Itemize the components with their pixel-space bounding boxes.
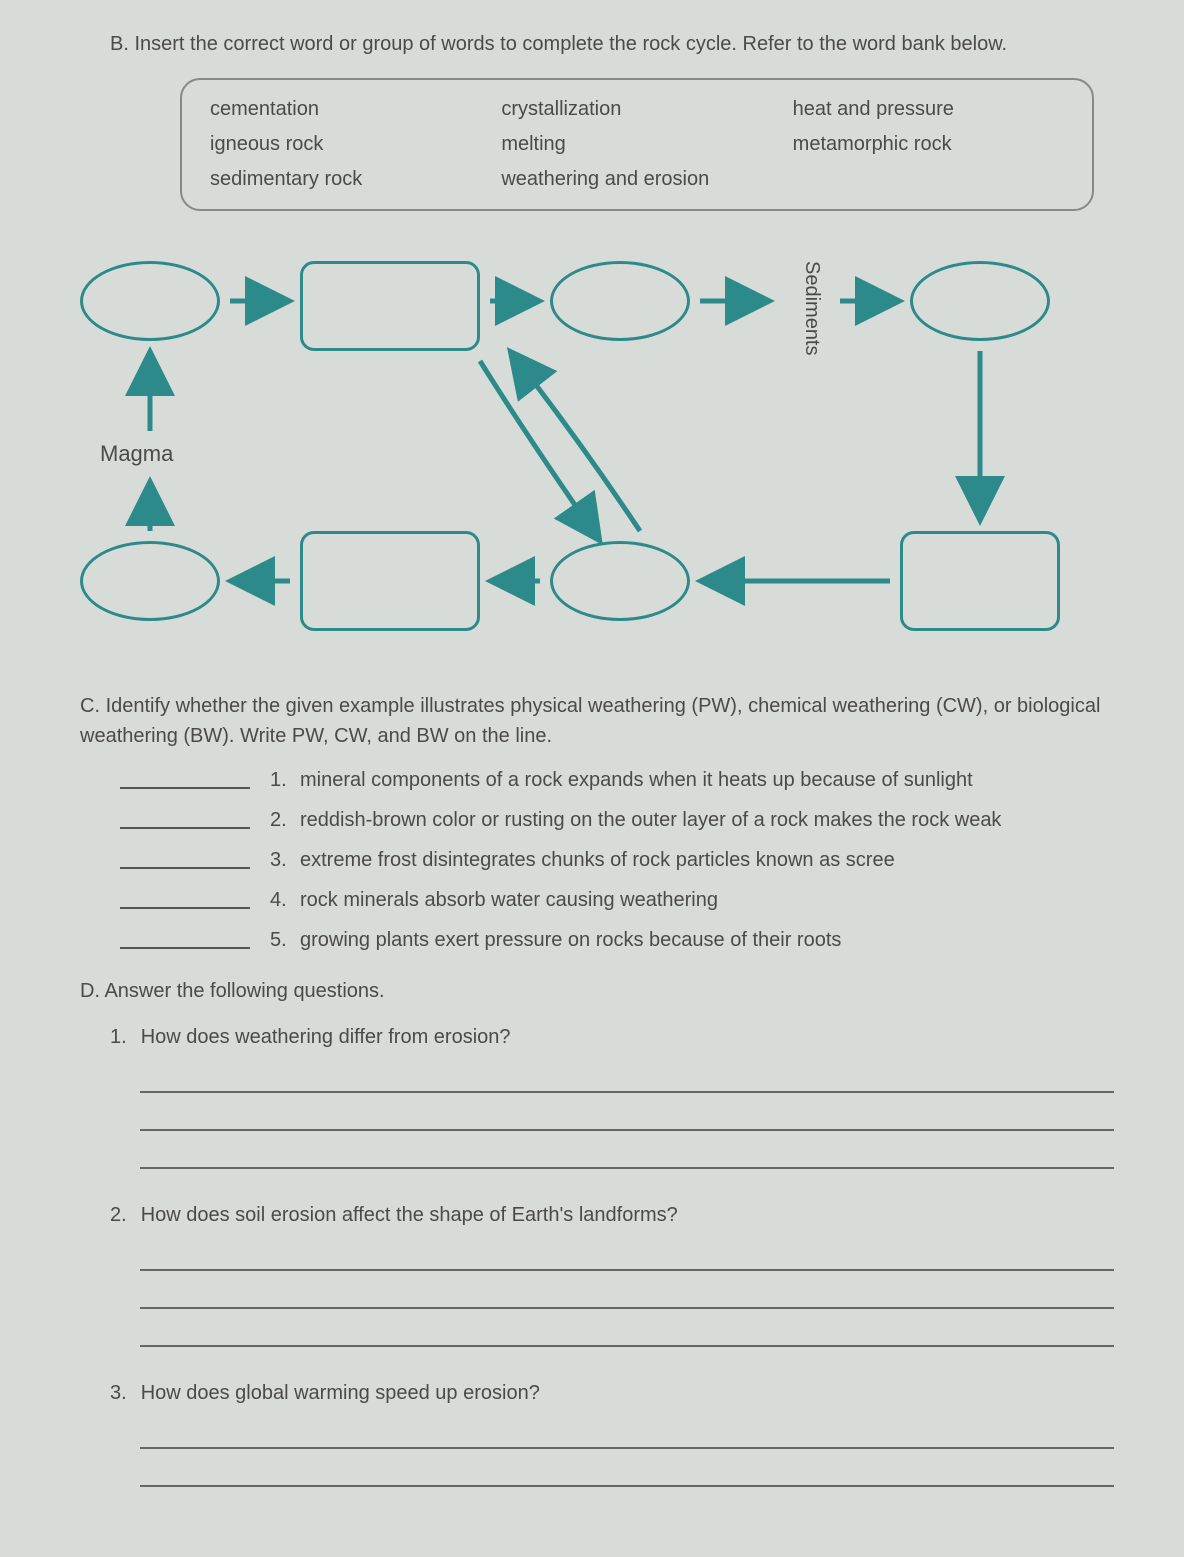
answer-blank[interactable] bbox=[120, 925, 250, 949]
word-bank-item: cementation bbox=[210, 98, 481, 121]
word-bank-item: sedimentary rock bbox=[210, 168, 481, 191]
section-c: C. Identify whether the given example il… bbox=[80, 691, 1134, 955]
item-number: 2. bbox=[270, 805, 300, 835]
answer-line[interactable] bbox=[140, 1065, 1114, 1093]
answer-line[interactable] bbox=[140, 1103, 1114, 1131]
diagram-oval bbox=[910, 261, 1050, 341]
question-number: 2. bbox=[110, 1199, 127, 1231]
diagram-oval bbox=[550, 541, 690, 621]
word-bank-item: metamorphic rock bbox=[793, 133, 1064, 156]
diagram-oval bbox=[550, 261, 690, 341]
section-d: D. Answer the following questions. 1. Ho… bbox=[80, 975, 1134, 1487]
item-number: 1. bbox=[270, 765, 300, 795]
diagram-rect bbox=[300, 261, 480, 351]
answer-line[interactable] bbox=[140, 1243, 1114, 1271]
answer-blank[interactable] bbox=[120, 845, 250, 869]
diagram-rect bbox=[300, 531, 480, 631]
section-b-intro: B. Insert the correct word or group of w… bbox=[80, 30, 1134, 58]
question-block: 3. How does global warming speed up eros… bbox=[80, 1377, 1134, 1487]
word-bank: cementation crystallization heat and pre… bbox=[180, 78, 1094, 211]
question-text: How does weathering differ from erosion? bbox=[141, 1021, 511, 1053]
list-item: 2. reddish-brown color or rusting on the… bbox=[80, 805, 1134, 835]
question-number: 3. bbox=[110, 1377, 127, 1409]
answer-line[interactable] bbox=[140, 1281, 1114, 1309]
list-item: 3. extreme frost disintegrates chunks of… bbox=[80, 845, 1134, 875]
word-bank-item: melting bbox=[501, 133, 772, 156]
diagram-oval bbox=[80, 541, 220, 621]
list-item: 1. mineral components of a rock expands … bbox=[80, 765, 1134, 795]
magma-label: Magma bbox=[100, 441, 173, 467]
diagram-rect bbox=[900, 531, 1060, 631]
question-number: 1. bbox=[110, 1021, 127, 1053]
answer-line[interactable] bbox=[140, 1319, 1114, 1347]
list-item: 4. rock minerals absorb water causing we… bbox=[80, 885, 1134, 915]
word-bank-item: crystallization bbox=[501, 98, 772, 121]
word-bank-item: weathering and erosion bbox=[501, 168, 772, 191]
item-text: growing plants exert pressure on rocks b… bbox=[300, 925, 1134, 955]
section-c-marker: C. bbox=[80, 695, 100, 717]
section-b-marker: B. bbox=[110, 33, 129, 55]
question-block: 2. How does soil erosion affect the shap… bbox=[80, 1199, 1134, 1347]
item-text: mineral components of a rock expands whe… bbox=[300, 765, 1134, 795]
item-number: 4. bbox=[270, 885, 300, 915]
section-b-text: Insert the correct word or group of word… bbox=[134, 33, 1007, 55]
item-number: 3. bbox=[270, 845, 300, 875]
question-text: How does soil erosion affect the shape o… bbox=[141, 1199, 678, 1231]
section-d-heading: Answer the following questions. bbox=[104, 980, 384, 1002]
answer-line[interactable] bbox=[140, 1421, 1114, 1449]
item-number: 5. bbox=[270, 925, 300, 955]
section-d-marker: D. bbox=[80, 980, 100, 1002]
section-c-heading: Identify whether the given example illus… bbox=[80, 695, 1100, 747]
answer-blank[interactable] bbox=[120, 805, 250, 829]
answer-blank[interactable] bbox=[120, 765, 250, 789]
sediments-label: Sediments bbox=[800, 261, 823, 356]
list-item: 5. growing plants exert pressure on rock… bbox=[80, 925, 1134, 955]
answer-line[interactable] bbox=[140, 1141, 1114, 1169]
question-text: How does global warming speed up erosion… bbox=[141, 1377, 540, 1409]
item-text: reddish-brown color or rusting on the ou… bbox=[300, 805, 1134, 835]
diagram-oval bbox=[80, 261, 220, 341]
word-bank-item: heat and pressure bbox=[793, 98, 1064, 121]
word-bank-item: igneous rock bbox=[210, 133, 481, 156]
rock-cycle-diagram: Magma Sediments bbox=[80, 241, 1134, 661]
answer-blank[interactable] bbox=[120, 885, 250, 909]
question-block: 1. How does weathering differ from erosi… bbox=[80, 1021, 1134, 1169]
item-text: extreme frost disintegrates chunks of ro… bbox=[300, 845, 1134, 875]
answer-line[interactable] bbox=[140, 1459, 1114, 1487]
word-bank-item bbox=[793, 168, 1064, 191]
item-text: rock minerals absorb water causing weath… bbox=[300, 885, 1134, 915]
